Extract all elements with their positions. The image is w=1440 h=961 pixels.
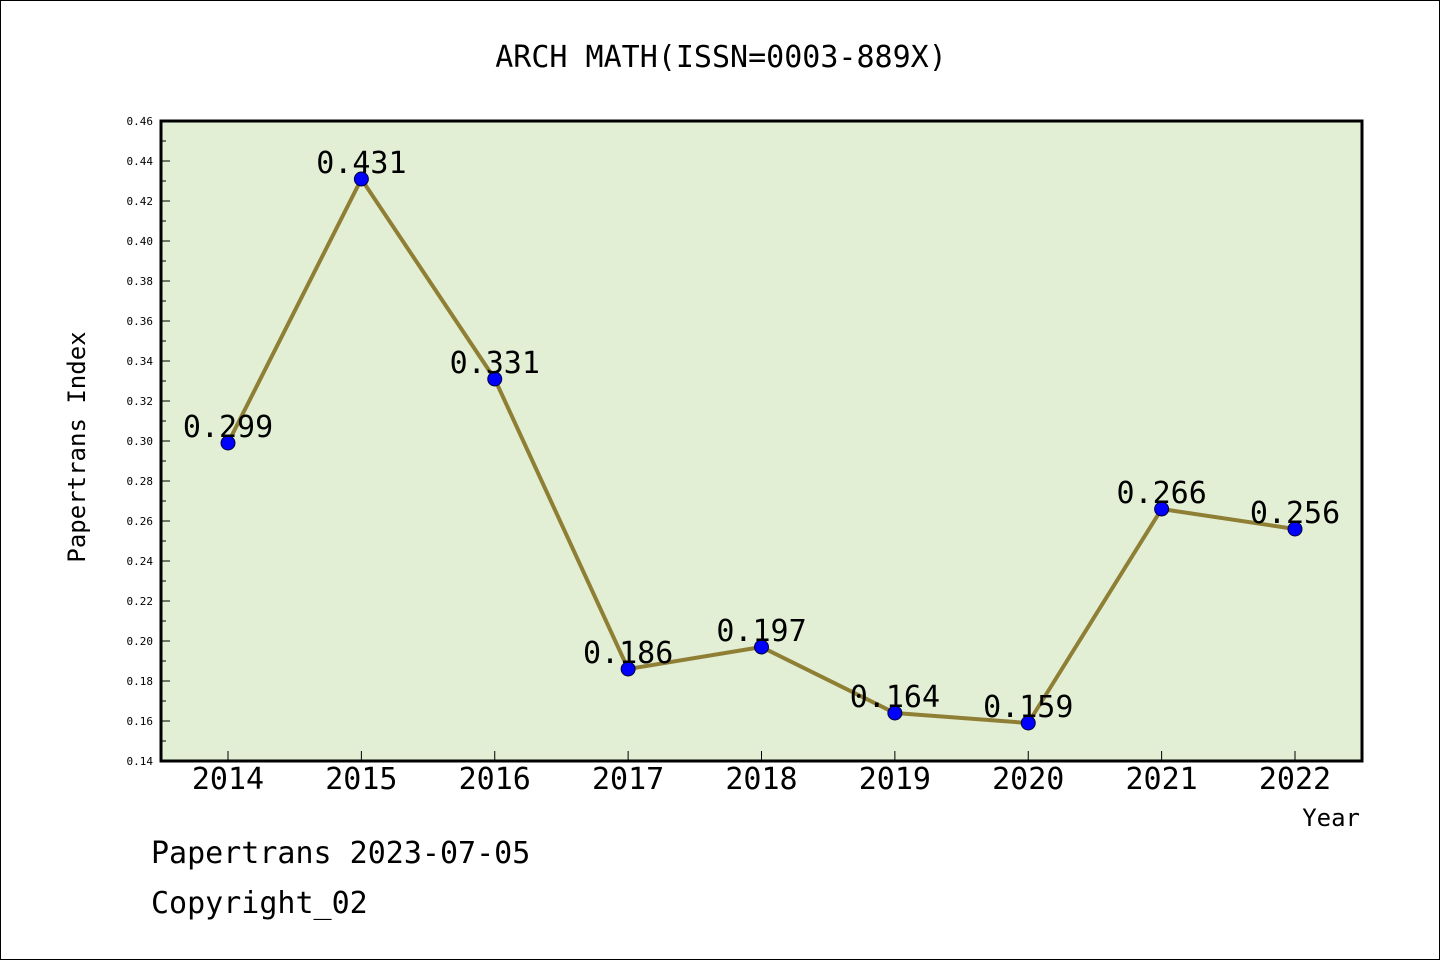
x-tick-label: 2021 xyxy=(1126,762,1198,797)
y-tick-label: 0.32 xyxy=(127,395,154,408)
x-tick-label: 2017 xyxy=(592,762,664,797)
x-tick-label: 2020 xyxy=(992,762,1064,797)
x-tick-label: 2022 xyxy=(1259,762,1331,797)
footer-date: Papertrans 2023-07-05 xyxy=(151,836,531,871)
y-axis-label: Papertrans Index xyxy=(63,331,91,562)
y-tick-label: 0.14 xyxy=(127,755,154,768)
y-tick-label: 0.20 xyxy=(127,635,154,648)
footer-copyright: Copyright_02 xyxy=(151,886,368,921)
y-tick-label: 0.40 xyxy=(127,235,154,248)
y-tick-label: 0.16 xyxy=(127,715,154,728)
chart-title: ARCH MATH(ISSN=0003-889X) xyxy=(495,40,947,75)
data-label: 0.431 xyxy=(316,146,406,181)
x-tick-label: 2018 xyxy=(725,762,797,797)
data-label: 0.186 xyxy=(583,636,673,671)
data-label: 0.197 xyxy=(716,614,806,649)
data-label: 0.256 xyxy=(1250,496,1340,531)
data-point xyxy=(1154,501,1170,517)
data-point xyxy=(487,371,503,387)
data-label: 0.159 xyxy=(983,690,1073,725)
data-point xyxy=(887,705,903,721)
plot-border xyxy=(159,119,1364,763)
y-tick-label: 0.34 xyxy=(127,355,154,368)
y-tick-label: 0.18 xyxy=(127,675,154,688)
y-tick-label: 0.36 xyxy=(127,315,154,328)
data-labels: 0.299 0.431 0.331 0.186 0.197 0.164 0.159 0.266… xyxy=(183,146,1340,725)
data-point xyxy=(1287,521,1303,537)
y-tick-label: 0.30 xyxy=(127,435,154,448)
data-label: 0.299 xyxy=(183,410,273,445)
data-point xyxy=(620,661,636,677)
y-tick-label: 0.24 xyxy=(127,555,154,568)
y-tick-label: 0.28 xyxy=(127,475,154,488)
y-tick-label: 0.22 xyxy=(127,595,154,608)
x-tick-label: 2016 xyxy=(459,762,531,797)
y-tick-label: 0.46 xyxy=(127,115,154,128)
data-point xyxy=(353,171,369,187)
data-point xyxy=(1020,715,1036,731)
x-tick-label: 2019 xyxy=(859,762,931,797)
data-point xyxy=(220,435,236,451)
y-tick-label: 0.38 xyxy=(127,275,154,288)
data-label: 0.331 xyxy=(450,346,540,381)
y-tick-label: 0.42 xyxy=(127,195,154,208)
x-axis: 2014 2015 2016 2017 2018 2019 2020 2021 2022 xyxy=(192,751,1331,797)
data-label: 0.266 xyxy=(1116,476,1206,511)
x-tick-label: 2015 xyxy=(325,762,397,797)
x-axis-label: Year xyxy=(1302,804,1360,832)
data-label: 0.164 xyxy=(850,680,940,715)
y-tick-label: 0.44 xyxy=(127,155,154,168)
y-tick-label: 0.26 xyxy=(127,515,154,528)
x-tick-label: 2014 xyxy=(192,762,264,797)
data-point xyxy=(754,639,769,655)
data-markers xyxy=(220,171,1303,731)
y-axis: 0.14 0.16 0.18 0.20 0.22 0.24 0.26 0.28 0.30 0.32… xyxy=(127,115,170,768)
